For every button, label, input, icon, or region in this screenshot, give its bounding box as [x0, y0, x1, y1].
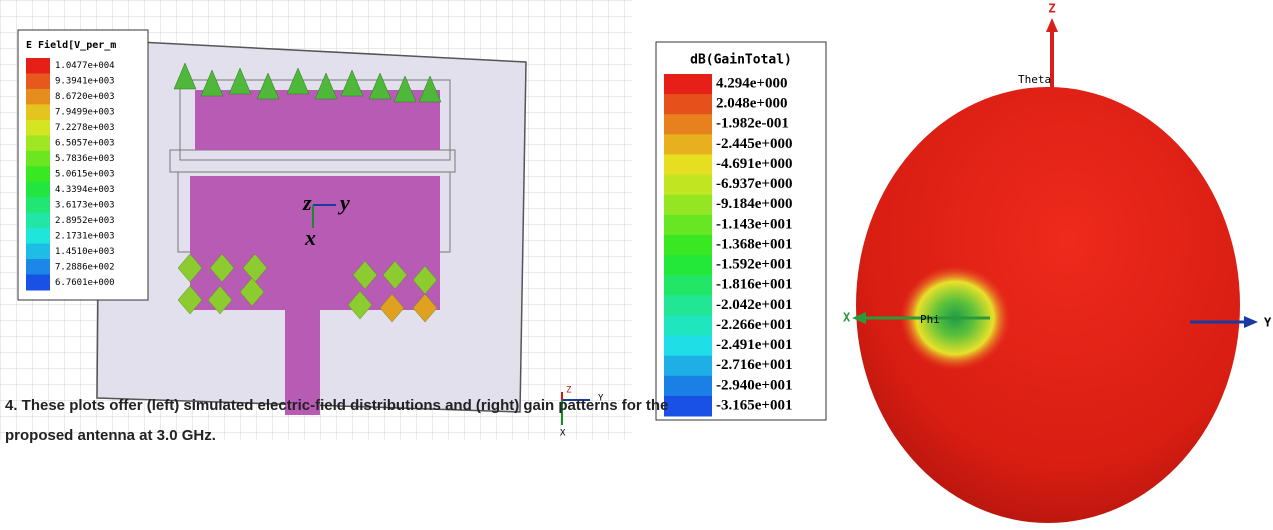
legend-label: -6.937e+000 — [716, 176, 792, 192]
legend-swatch — [26, 73, 50, 89]
axis-label: Theta — [1018, 73, 1051, 86]
legend-swatch — [26, 228, 50, 244]
legend-label: -1.982e-001 — [716, 116, 789, 132]
legend-label: -2.266e+001 — [716, 317, 792, 333]
legend-swatch — [26, 259, 50, 275]
legend-label: -9.184e+000 — [716, 196, 792, 212]
legend-swatch — [26, 182, 50, 198]
axis-label: Phi — [920, 313, 940, 326]
legend-label: 3.6173e+003 — [55, 200, 115, 210]
legend-swatch — [26, 89, 50, 105]
arrow-head — [1046, 18, 1058, 32]
legend-label: -1.816e+001 — [716, 277, 792, 293]
legend-label: -2.716e+001 — [716, 357, 792, 373]
legend-swatch — [26, 151, 50, 167]
legend-label: -4.691e+000 — [716, 156, 792, 172]
legend-label: 7.2886e+002 — [55, 262, 115, 272]
legend-label: -2.491e+001 — [716, 337, 792, 353]
axis-label: x — [304, 225, 316, 250]
legend: 4.294e+000 2.048e+000 -1.982e-001 -2.445e+0… — [664, 74, 792, 417]
legend-swatch — [664, 195, 712, 216]
legend-label: 7.9499e+003 — [55, 108, 115, 118]
legend-swatch — [664, 134, 712, 155]
legend-swatch — [664, 114, 712, 135]
legend-swatch — [664, 175, 712, 196]
legend-swatch — [26, 197, 50, 213]
legend-label: 8.6720e+003 — [55, 92, 115, 102]
legend-swatch — [664, 215, 712, 236]
legend-label: 2.1731e+003 — [55, 231, 115, 241]
legend: 1.0477e+004 9.3941e+003 8.6720e+003 7.9499e… — [26, 58, 115, 291]
legend-swatch — [664, 255, 712, 276]
axis-label: Z — [1048, 2, 1055, 16]
legend-label: -1.592e+001 — [716, 257, 792, 273]
axis-label: X — [843, 311, 851, 325]
legend-label: -3.165e+001 — [716, 397, 792, 413]
legend-swatch — [26, 166, 50, 182]
legend-label: 6.7601e+000 — [55, 278, 115, 288]
legend-label: 9.3941e+003 — [55, 77, 115, 87]
legend-swatch — [664, 336, 712, 357]
feed-line — [285, 240, 320, 415]
legend-swatch — [664, 275, 712, 296]
legend-label: 1.0477e+004 — [55, 61, 115, 71]
caption: proposed antenna at 3.0 GHz. — [5, 427, 216, 444]
legend-label: -2.042e+001 — [716, 297, 792, 313]
legend-swatch — [664, 154, 712, 175]
legend-label: 4.294e+000 — [716, 75, 787, 91]
axis-label: Y — [1264, 316, 1272, 330]
legend-swatch — [26, 213, 50, 229]
legend-label: -2.940e+001 — [716, 377, 792, 393]
legend-label: 4.3394e+003 — [55, 185, 115, 195]
legend-swatch — [26, 135, 50, 151]
legend-swatch — [26, 120, 50, 136]
left-wing — [190, 240, 285, 310]
legend-swatch — [664, 376, 712, 397]
legend-label: 2.048e+000 — [716, 96, 787, 112]
legend-swatch — [26, 58, 50, 74]
legend-swatch — [664, 235, 712, 256]
legend-swatch — [664, 315, 712, 336]
legend-label: 1.4510e+003 — [55, 247, 115, 257]
legend-swatch — [26, 275, 50, 291]
legend-label: -1.368e+001 — [716, 236, 792, 252]
page: z y x Z Y X E Field[V_per_m 1.0477e+0049… — [0, 0, 1273, 530]
legend-label: 7.2278e+003 — [55, 123, 115, 133]
legend-swatch — [664, 74, 712, 95]
legend-swatch — [26, 244, 50, 260]
legend-label: 5.7836e+003 — [55, 154, 115, 164]
legend-title: dB(GainTotal) — [690, 53, 792, 68]
legend-title: E Field[V_per_m — [26, 39, 116, 51]
figure: z y x Z Y X E Field[V_per_m 1.0477e+0049… — [0, 0, 1273, 530]
legend-label: 2.8952e+003 — [55, 216, 115, 226]
legend-swatch — [26, 104, 50, 120]
legend-label: -1.143e+001 — [716, 216, 792, 232]
caption: 4. These plots offer (left) simulated el… — [5, 397, 668, 414]
legend-label: 6.5057e+003 — [55, 139, 115, 149]
legend-swatch — [664, 396, 712, 417]
legend-swatch — [664, 94, 712, 115]
legend-swatch — [664, 356, 712, 377]
legend-label: 5.0615e+003 — [55, 170, 115, 180]
legend-label: -2.445e+000 — [716, 136, 792, 152]
triad-label: Z — [566, 386, 572, 396]
legend-swatch — [664, 295, 712, 316]
axis-label: z — [302, 190, 312, 215]
triad-label: X — [560, 429, 566, 439]
arrow-head — [1244, 316, 1258, 328]
